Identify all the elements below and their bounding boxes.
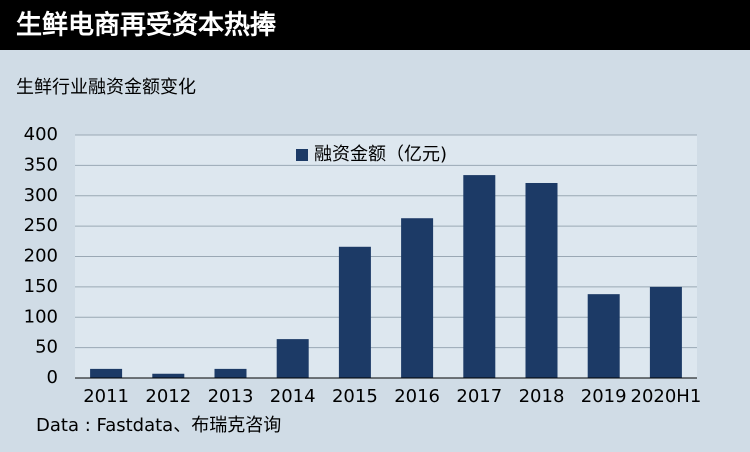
x-tick-label: 2013 [208,386,254,407]
x-tick-label: 2016 [394,386,440,407]
legend-label: 融资金额（亿元) [314,144,447,165]
y-tick-label: 100 [24,306,58,327]
bar [587,294,620,378]
y-tick-label: 350 [24,154,58,175]
y-tick-label: 250 [24,215,58,236]
chart-subtitle: 生鲜行业融资金额变化 [16,77,196,98]
x-tick-label: 2011 [83,386,129,407]
x-tick-label: 2012 [145,386,191,407]
x-tick-label: 2020H1 [631,386,702,407]
bar [463,175,496,378]
y-tick-label: 150 [24,276,58,297]
bar [152,373,185,378]
x-tick-label: 2017 [456,386,502,407]
y-tick-label: 200 [24,246,58,267]
bar [649,286,682,378]
bar [276,339,309,378]
source-note: Data : Fastdata、布瑞克咨询 [36,415,281,436]
bar [401,218,434,378]
header-bar [0,0,750,50]
y-tick-label: 400 [24,124,58,145]
y-tick-label: 300 [24,185,58,206]
x-tick-label: 2019 [581,386,627,407]
bar [214,368,247,378]
bar [338,246,371,378]
bar [525,182,558,378]
bar [90,368,123,378]
legend-swatch [296,149,308,161]
y-tick-label: 50 [35,337,58,358]
x-tick-label: 2018 [519,386,565,407]
x-tick-label: 2015 [332,386,378,407]
y-tick-label: 0 [47,367,58,388]
chart-title: 生鲜电商再受资本热捧 [16,10,276,41]
x-tick-label: 2014 [270,386,316,407]
